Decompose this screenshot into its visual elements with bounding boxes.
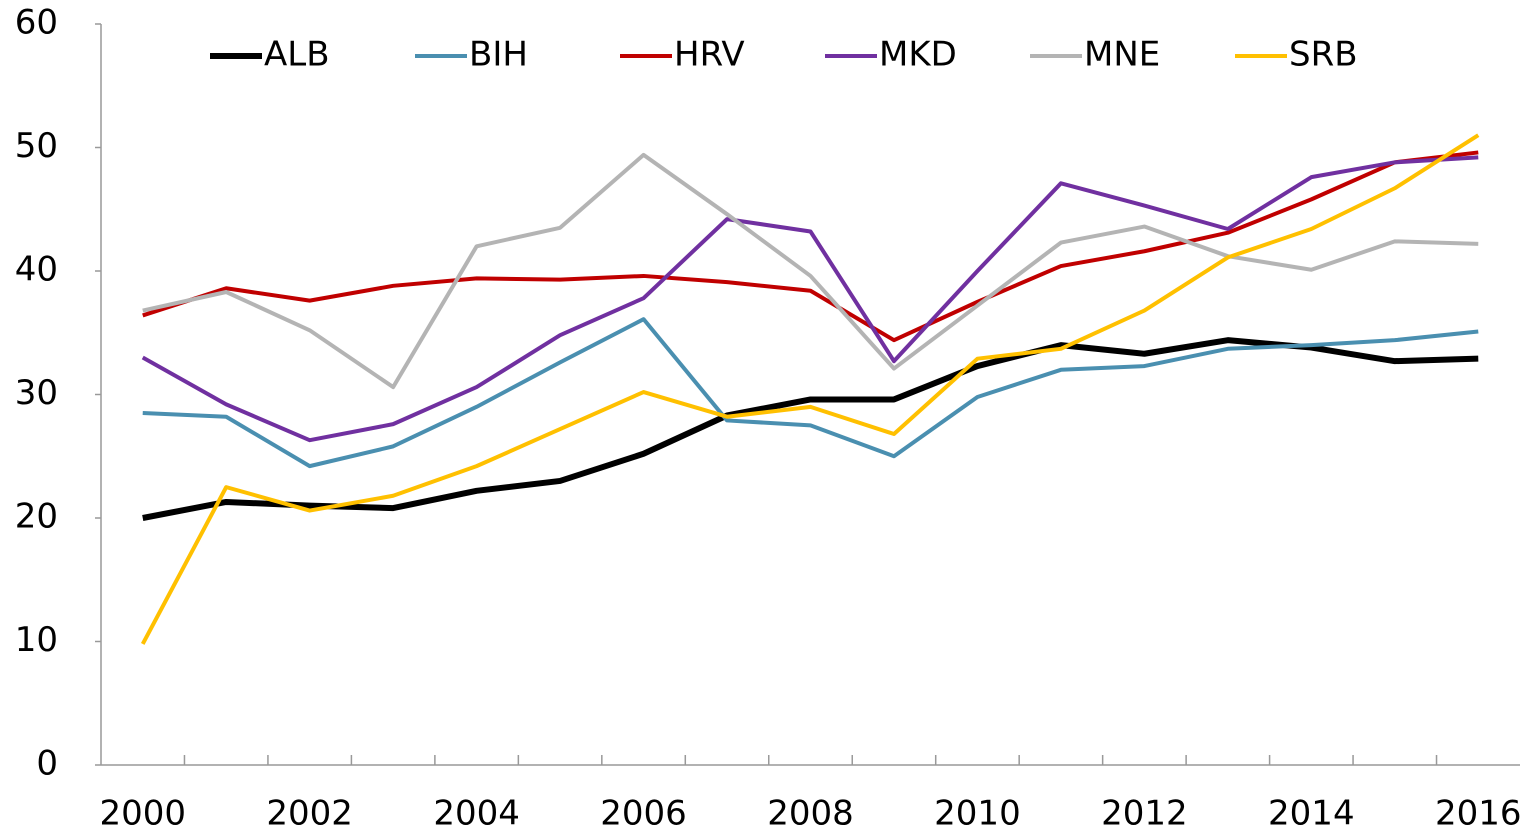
y-tick-label: 10	[15, 620, 58, 660]
y-tick-label: 40	[15, 250, 58, 290]
x-tick-label: 2000	[99, 794, 186, 834]
x-tick-label: 2002	[266, 794, 353, 834]
y-tick-label: 60	[15, 3, 58, 43]
legend-label: MNE	[1084, 35, 1160, 75]
series-line	[140, 133, 1480, 645]
x-tick-label: 2014	[1268, 794, 1355, 834]
legend-label: BIH	[469, 35, 528, 75]
y-tick-label: 30	[15, 373, 58, 413]
series-line	[142, 317, 1479, 469]
y-tick-label: 20	[15, 497, 58, 537]
x-tick-label: 2012	[1101, 794, 1188, 834]
series-line	[142, 150, 1479, 343]
legend-label: MKD	[879, 35, 957, 75]
legend-label: HRV	[674, 35, 745, 75]
series-line	[142, 337, 1479, 521]
y-tick-label: 50	[15, 126, 58, 166]
legend-label: SRB	[1289, 35, 1358, 75]
legend-label: ALB	[264, 35, 330, 75]
x-tick-label: 2006	[600, 794, 687, 834]
x-tick-label: 2008	[767, 794, 854, 834]
x-tick-label: 2016	[1435, 794, 1522, 834]
series-line	[141, 155, 1479, 443]
y-tick-label: 0	[36, 744, 58, 784]
series-line	[142, 152, 1479, 390]
x-tick-label: 2010	[934, 794, 1021, 834]
x-tick-label: 2004	[433, 794, 520, 834]
